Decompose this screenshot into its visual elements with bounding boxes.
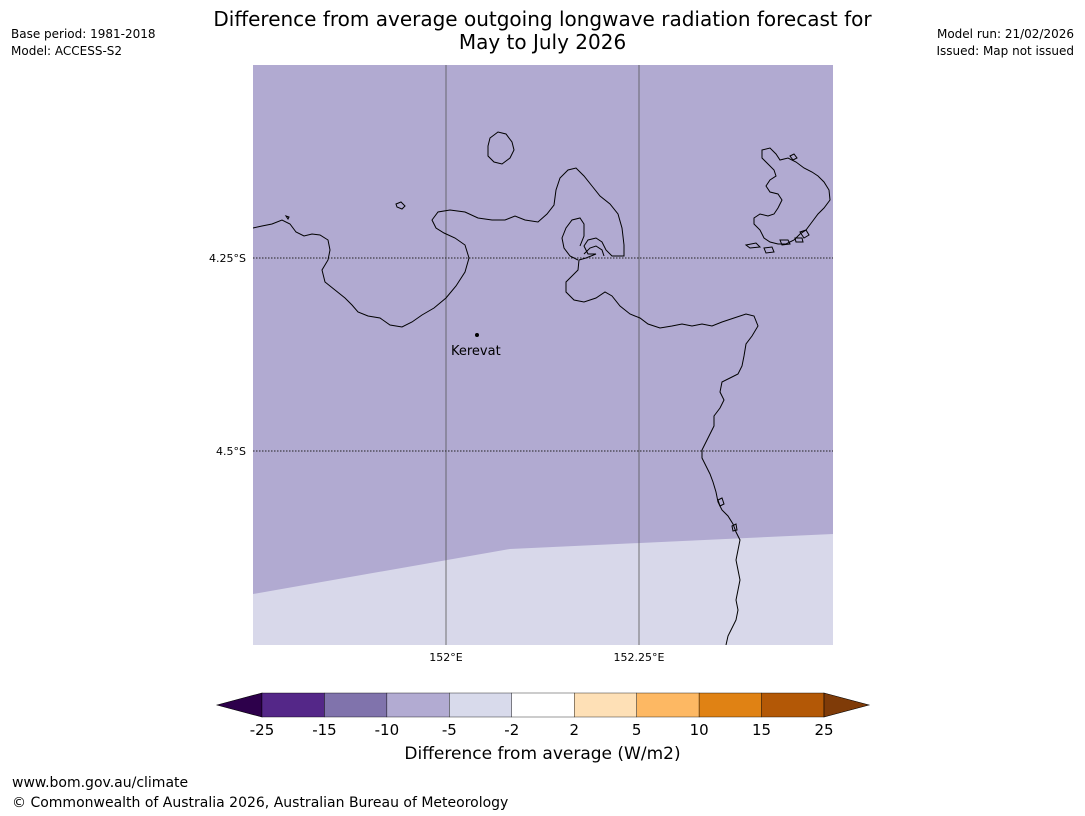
colorbar-segment	[511, 692, 575, 718]
islet-west	[395, 201, 406, 210]
islands-northeast	[753, 147, 831, 245]
title-line-1: Difference from average outgoing longwav…	[213, 7, 872, 31]
base-period: Base period: 1981-2018	[11, 27, 156, 41]
colorbar-segment	[261, 692, 325, 718]
footer-copyright: © Commonwealth of Australia 2026, Austra…	[12, 795, 509, 811]
colorbar-segment	[761, 692, 825, 718]
colorbar-segment	[324, 692, 388, 718]
colorbar-tick-label: -25	[250, 721, 275, 739]
colorbar-arrow-high	[823, 692, 871, 718]
colorbar-tick-label: -5	[442, 721, 457, 739]
colorbar-tick-label: -15	[312, 721, 337, 739]
colorbar-tick-label: 15	[752, 721, 771, 739]
islet-northeast-1	[789, 153, 798, 161]
colorbar-tick-label: -10	[375, 721, 400, 739]
kerevat-label: Kerevat	[451, 344, 501, 359]
meta-right: Model run: 21/02/2026 Issued: Map not is…	[936, 26, 1074, 60]
island-watom	[487, 131, 515, 165]
islet-far-west	[284, 215, 290, 220]
anomaly-region-lower	[253, 534, 833, 645]
model-run: Model run: 21/02/2026	[936, 27, 1074, 41]
kerevat-marker	[475, 333, 479, 337]
colorbar-arrow-low	[215, 692, 263, 718]
colorbar: -25 -15 -10 -5 -2 2 5 10 15 25	[215, 692, 871, 739]
colorbar-title: Difference from average (W/m2)	[404, 744, 681, 764]
islet-northeast-5	[779, 239, 791, 246]
colorbar-segment	[449, 692, 512, 718]
colorbar-tick-label: 25	[814, 721, 833, 739]
colorbar-tick-label: 2	[569, 721, 579, 739]
colorbar-tick-label: 5	[632, 721, 642, 739]
islet-northeast-4	[763, 246, 775, 254]
lon-label-152-25: 152.25°E	[614, 651, 665, 664]
model-name: Model: ACCESS-S2	[11, 44, 123, 58]
islet-northeast-3	[744, 242, 762, 249]
islet-east-coast-2	[731, 523, 738, 532]
colorbar-tick-label: 10	[690, 721, 709, 739]
islet-northeast-6	[794, 237, 804, 243]
colorbar-segment	[574, 692, 637, 718]
colorbar-segment	[386, 692, 450, 718]
coastline-inner-bay	[561, 217, 605, 261]
islet-northeast-2	[799, 229, 810, 239]
lat-label-4-5: 4.5°S	[216, 445, 246, 458]
islet-east-coast	[717, 497, 725, 507]
map-title: Difference from average outgoing longwav…	[0, 8, 1085, 54]
issued-status: Issued: Map not issued	[936, 44, 1074, 58]
colorbar-segment	[636, 692, 700, 718]
coastlines	[253, 131, 831, 645]
lon-label-152: 152°E	[429, 651, 462, 664]
meta-left: Base period: 1981-2018 Model: ACCESS-S2	[11, 26, 156, 60]
title-line-2: May to July 2026	[458, 30, 627, 54]
colorbar-tick-label: -2	[504, 721, 519, 739]
footer-url[interactable]: www.bom.gov.au/climate	[12, 775, 189, 791]
colorbar-segment	[698, 692, 762, 718]
coastline-main	[253, 167, 759, 645]
lat-label-4-25: 4.25°S	[209, 252, 246, 265]
map-panel: Kerevat	[253, 65, 833, 645]
